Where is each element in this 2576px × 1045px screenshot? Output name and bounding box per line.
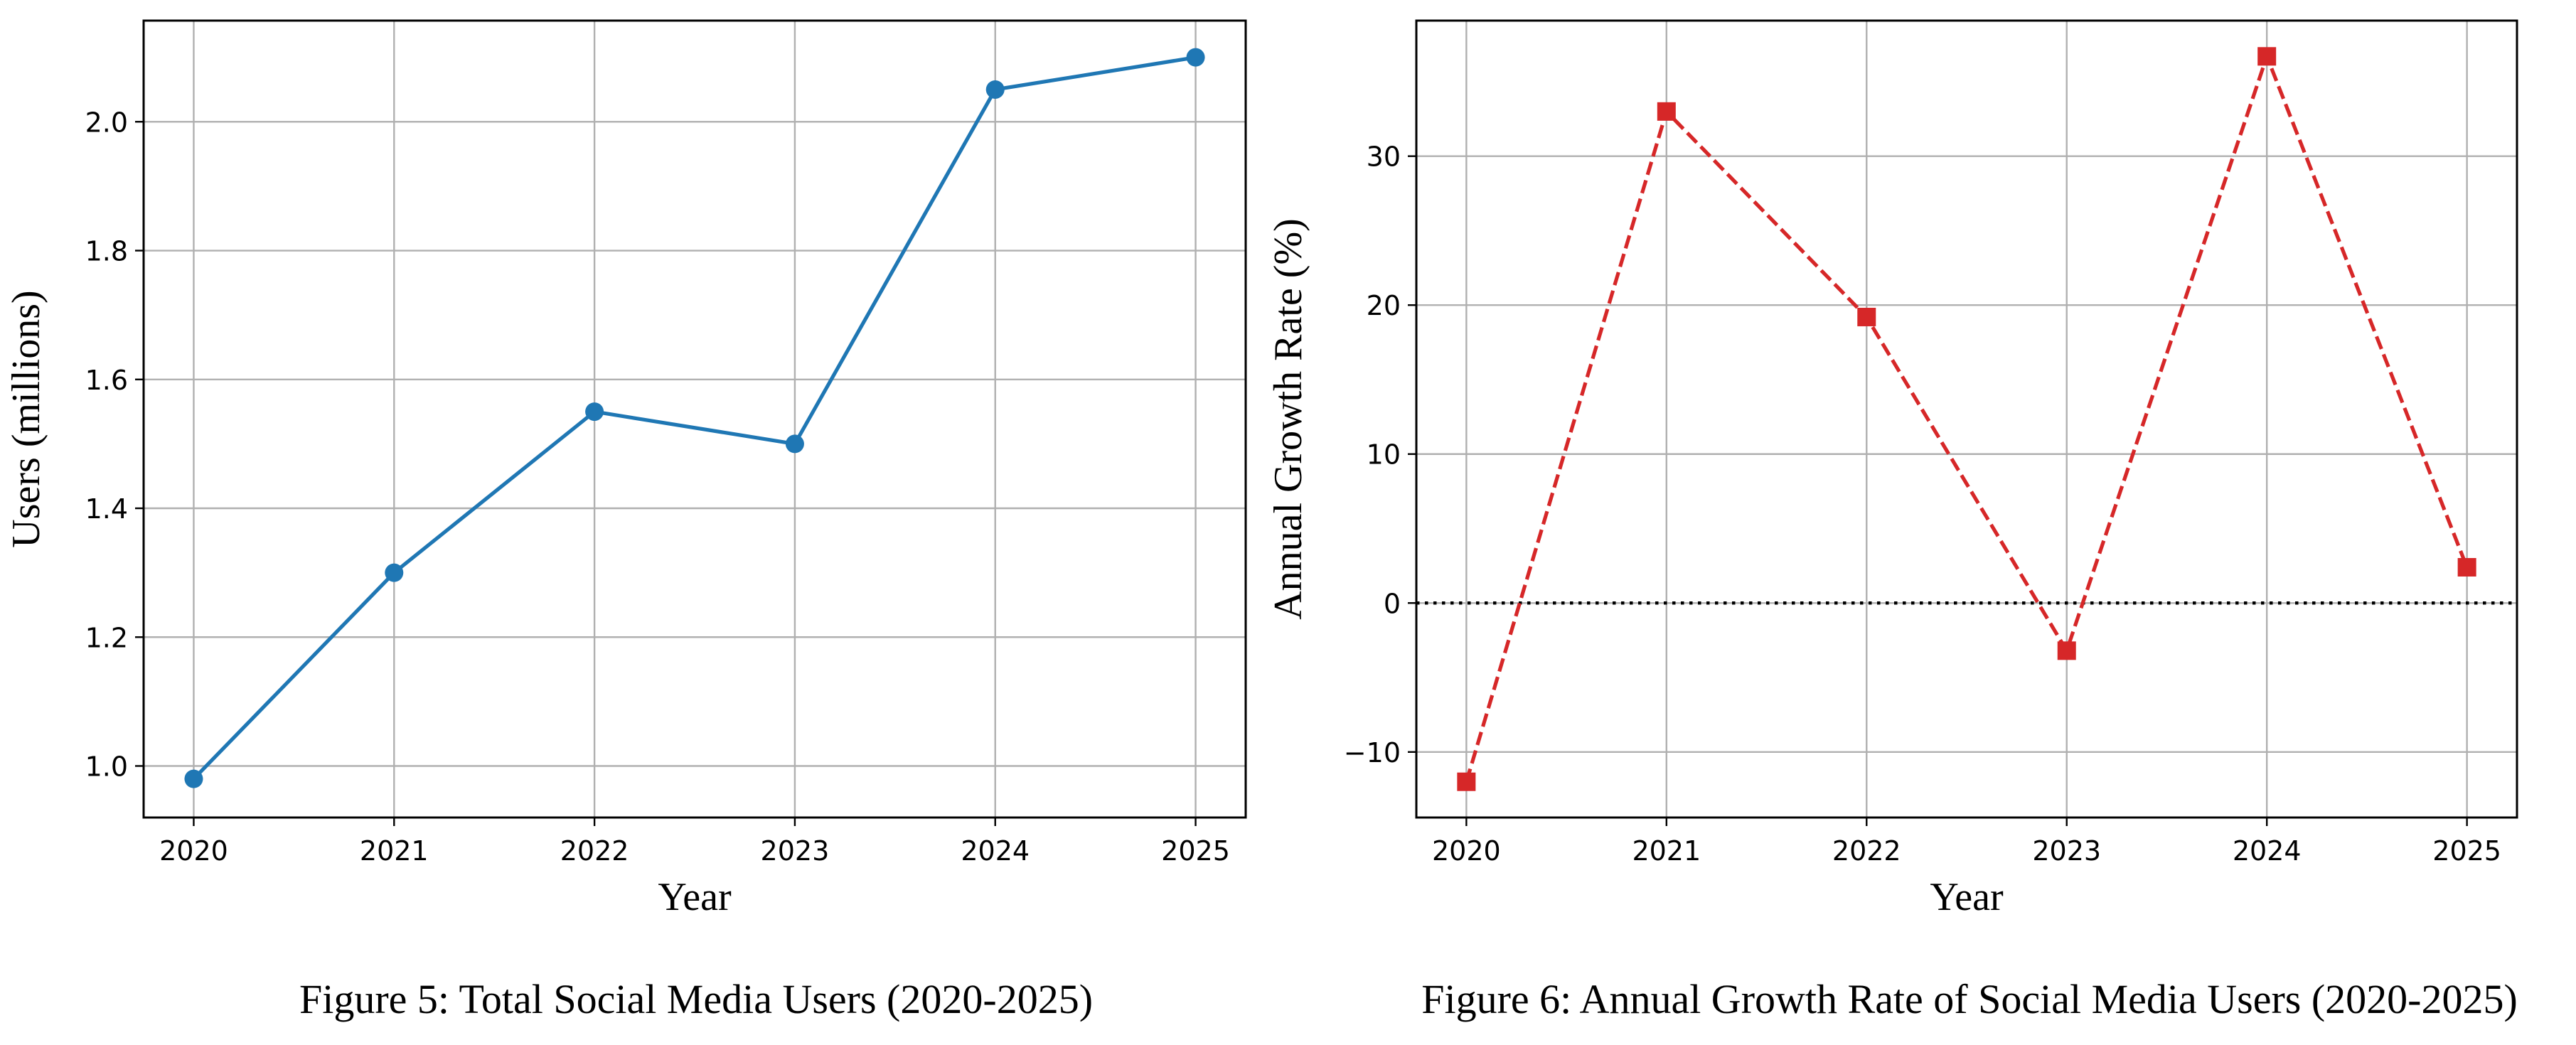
x-tick-label: 2021: [360, 835, 429, 867]
y-tick-label: 10: [1367, 439, 1401, 471]
x-tick-label: 2021: [1632, 835, 1701, 867]
x-tick-label: 2025: [1161, 835, 1230, 867]
x-tick-label: 2022: [1832, 835, 1901, 867]
plot-frame: [142, 19, 1247, 819]
y-tick-label: 1.0: [85, 751, 128, 783]
x-tick-label: 2020: [1432, 835, 1501, 867]
x-tick-label: 2022: [560, 835, 629, 867]
y-tick-label: 2.0: [85, 107, 128, 138]
data-point-2020: [184, 769, 203, 788]
x-tick-label: 2023: [2032, 835, 2101, 867]
data-point-2023: [785, 434, 804, 454]
series-line: [192, 55, 1196, 781]
y-tick-label: 20: [1367, 290, 1401, 321]
data-point-2025: [2457, 557, 2476, 577]
data-point-2022: [585, 402, 604, 422]
y-tick-label: −10: [1344, 737, 1401, 768]
y-tick-label: 1.4: [85, 493, 128, 525]
chart-growth-rate: 2020 2021 2022 2023 2024 2025 −10 0 10 20 30 Year An…: [1266, 19, 2518, 919]
y-tick-label: 0: [1384, 588, 1401, 619]
y-axis-label: Annual Growth Rate (%): [1266, 218, 1310, 620]
x-tick-label: 2020: [159, 835, 228, 867]
y-tick-label: 1.6: [85, 365, 128, 396]
data-point-2023: [2057, 641, 2076, 660]
data-point-2024: [985, 80, 1005, 99]
series-line: [1464, 54, 2469, 783]
data-point-2022: [1857, 307, 1876, 326]
x-tick-label: 2023: [761, 835, 830, 867]
data-point-2021: [385, 563, 404, 582]
x-axis-label: Year: [658, 875, 732, 919]
chart-total-users: 2020 2021 2022 2023 2024 2025 1.0 1.2 1.4 1.6 1.8 2…: [4, 19, 1247, 919]
x-tick-label: 2025: [2432, 835, 2501, 867]
plot-frame: [1415, 19, 2518, 819]
caption-figure-6: Figure 6: Annual Growth Rate of Social M…: [1421, 976, 2518, 1022]
x-tick-label: 2024: [961, 835, 1030, 867]
x-axis-label: Year: [1930, 875, 2004, 919]
data-point-2025: [1186, 48, 1205, 67]
y-tick-label: 30: [1367, 141, 1401, 173]
data-point-2020: [1457, 772, 1476, 791]
data-point-2021: [1657, 102, 1676, 121]
caption-figure-5: Figure 5: Total Social Media Users (2020…: [299, 976, 1093, 1022]
y-tick-label: 1.8: [85, 236, 128, 267]
y-axis-label: Users (millions): [4, 290, 48, 547]
y-tick-label: 1.2: [85, 622, 128, 653]
x-tick-label: 2024: [2233, 835, 2302, 867]
data-point-2024: [2257, 47, 2277, 66]
